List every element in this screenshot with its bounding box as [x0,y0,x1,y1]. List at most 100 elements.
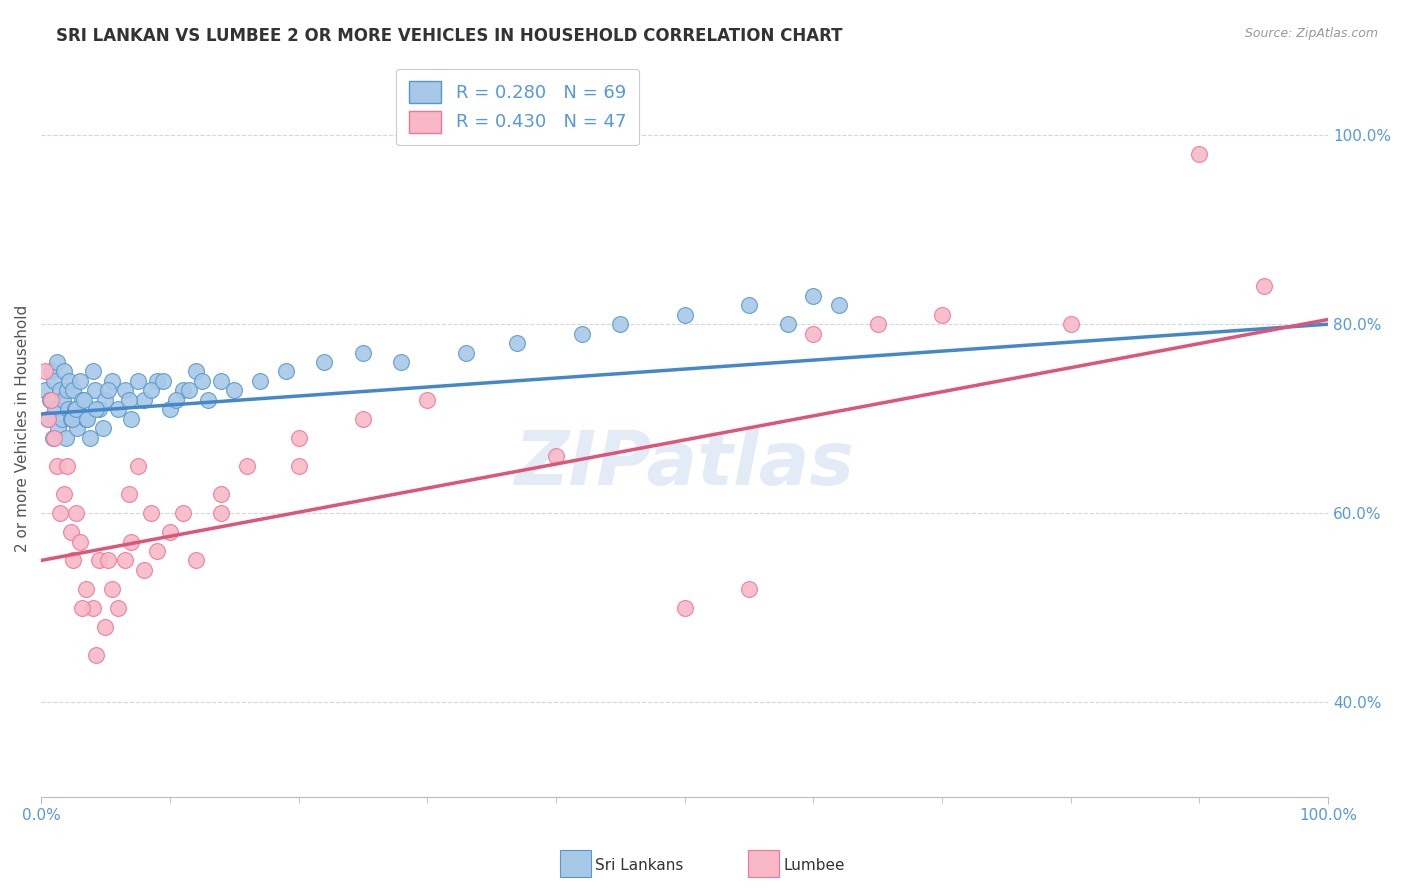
Y-axis label: 2 or more Vehicles in Household: 2 or more Vehicles in Household [15,304,30,552]
Point [94,392,117,407]
Point [76,411,98,425]
Point [352,345,374,359]
Point [673,308,696,322]
Text: Lumbee: Lumbee [783,858,845,872]
Point [53,364,76,378]
Point [416,392,439,407]
Point [236,458,259,473]
Point [1253,279,1275,293]
Point [184,364,207,378]
Point [139,384,162,398]
Point [197,392,219,407]
Text: ZIPatlas: ZIPatlas [515,428,855,501]
Point [101,374,124,388]
Point [172,506,194,520]
Text: Source: ZipAtlas.com: Source: ZipAtlas.com [1244,27,1378,40]
Point [65,402,87,417]
Point [87,553,110,567]
Point [46,421,69,435]
Point [391,355,413,369]
Point [101,582,124,596]
Point [45,355,67,369]
Point [56,384,79,398]
Point [59,411,82,425]
Point [801,289,824,303]
Point [62,553,84,567]
Point [209,487,232,501]
Point [42,374,65,388]
Point [55,431,77,445]
Point [828,298,851,312]
Point [65,506,87,520]
Point [1060,317,1083,331]
Point [114,384,136,398]
Point [58,374,80,388]
Point [59,525,82,540]
Point [184,553,207,567]
Point [165,392,187,407]
Point [72,392,94,407]
Point [86,402,108,417]
Point [1188,147,1211,161]
Point [673,600,696,615]
Point [69,534,91,549]
Point [132,563,155,577]
Point [159,402,181,417]
Point [42,431,65,445]
Point [56,402,79,417]
Point [931,308,953,322]
Point [146,374,169,388]
Point [866,317,889,331]
Point [37,411,59,425]
Point [127,458,149,473]
Point [209,506,232,520]
Point [107,402,129,417]
Point [60,411,83,425]
Point [179,384,201,398]
Point [287,431,309,445]
Point [209,374,232,388]
Point [117,392,139,407]
Point [75,582,97,596]
Point [314,355,336,369]
Point [506,336,529,351]
Point [45,458,67,473]
Point [738,298,761,312]
Point [63,402,86,417]
Point [191,374,214,388]
Point [224,384,246,398]
Point [97,553,120,567]
Point [44,402,66,417]
Point [69,374,91,388]
Point [97,384,120,398]
Point [146,544,169,558]
Point [120,534,142,549]
Point [738,582,761,596]
Point [776,317,799,331]
Point [287,458,309,473]
Point [454,345,477,359]
Point [82,364,104,378]
Point [79,431,101,445]
Point [117,487,139,501]
Point [72,600,94,615]
Point [62,384,84,398]
Point [34,384,56,398]
Point [152,374,174,388]
Point [91,421,114,435]
Point [107,600,129,615]
Point [52,392,75,407]
Legend: R = 0.280   N = 69, R = 0.430   N = 47: R = 0.280 N = 69, R = 0.430 N = 47 [396,69,638,145]
Point [87,402,110,417]
Point [56,458,79,473]
Point [41,431,63,445]
Point [249,374,271,388]
Point [139,506,162,520]
Point [114,553,136,567]
Point [34,364,56,378]
Point [84,384,107,398]
Point [39,392,62,407]
Point [37,411,59,425]
Point [120,411,142,425]
Point [49,384,72,398]
